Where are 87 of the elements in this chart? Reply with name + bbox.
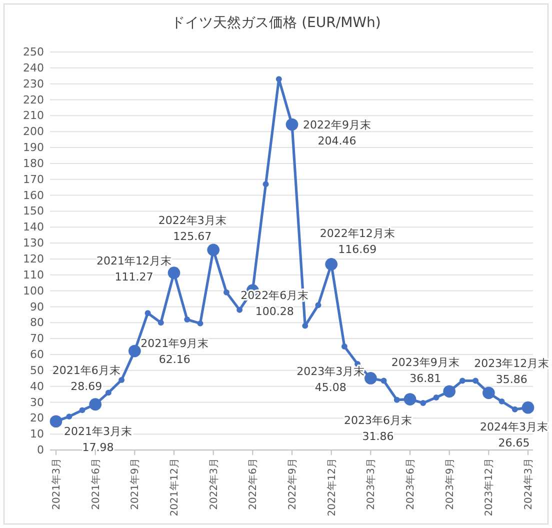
- x-tick-label: 2022年9月: [286, 458, 298, 510]
- annotation: 2024年3月末: [480, 420, 548, 434]
- y-tick-label: 0: [37, 444, 44, 457]
- data-label: 26.65: [498, 436, 530, 450]
- x-tick-label: 2023年9月: [444, 458, 456, 510]
- point: [158, 320, 164, 326]
- y-tick-label: 110: [23, 268, 44, 282]
- data-label: 204.46: [318, 134, 356, 148]
- y-tick-label: 180: [23, 156, 44, 170]
- point: [341, 344, 348, 350]
- x-tick-label: 2022年12月: [326, 458, 338, 516]
- point: [118, 376, 125, 383]
- data-label: 125.67: [173, 230, 212, 243]
- x-tick-label: 2021年9月: [129, 458, 142, 510]
- annotation: 2022年9月末: [303, 118, 371, 132]
- y-tick-label: 200: [23, 125, 44, 138]
- data-label: 17.98: [82, 441, 114, 454]
- annotation: 2021年9月末: [140, 336, 209, 350]
- point: [236, 306, 243, 313]
- point: [144, 310, 151, 316]
- point: [223, 289, 230, 296]
- data-label: 116.69: [338, 243, 377, 256]
- y-tick-label: 20: [30, 412, 44, 425]
- data-label: 31.86: [362, 430, 394, 444]
- y-tick-label: 150: [23, 204, 44, 218]
- point: [66, 414, 72, 420]
- y-tick-label: 230: [23, 77, 44, 90]
- point: [498, 398, 505, 404]
- annotation: 2021年12月末: [96, 254, 172, 268]
- x-tick-label: 2022年6月: [247, 458, 260, 510]
- y-tick-label: 220: [23, 93, 44, 106]
- x-tick-label: 2021年3月: [50, 458, 62, 510]
- data-label: 35.86: [496, 372, 528, 386]
- y-tick-label: 140: [23, 220, 44, 234]
- y-tick-label: 240: [23, 61, 44, 74]
- annotation: 2022年12月末: [320, 227, 395, 240]
- annotation: 2023年6月末: [344, 414, 412, 428]
- point: [262, 181, 269, 188]
- annotation: 2021年6月末: [52, 364, 120, 378]
- y-tick-label: 130: [23, 236, 44, 250]
- x-tick-label: 2023年3月: [365, 458, 378, 510]
- annotation: 2023年3月末: [296, 365, 365, 378]
- x-tick-label: 2023年6月: [404, 458, 416, 510]
- y-tick-label: 120: [23, 252, 44, 266]
- y-tick-label: 40: [30, 380, 44, 393]
- data-label: 62.16: [158, 352, 190, 366]
- annotation: 2023年9月末: [391, 356, 460, 370]
- chart-title: ドイツ天然ガス価格 (EUR/MWh): [171, 15, 381, 31]
- data-label: 28.69: [70, 380, 102, 394]
- annotation: 2023年12月末: [474, 356, 550, 370]
- y-tick-label: 70: [30, 332, 44, 346]
- point: [380, 378, 387, 384]
- x-tick-label: 2023年12月: [483, 458, 496, 516]
- annotation: 2021年3月末: [64, 425, 132, 438]
- point: [315, 302, 322, 308]
- data-label: 36.81: [410, 372, 442, 386]
- data-label: 100.28: [255, 305, 294, 318]
- data-label: 45.08: [314, 381, 346, 394]
- x-tick-label: 2021年6月: [90, 458, 102, 510]
- point: [472, 378, 479, 384]
- y-tick-label: 100: [23, 284, 44, 298]
- point: [512, 406, 518, 412]
- point: [197, 320, 204, 326]
- y-tick-label: 210: [23, 109, 44, 122]
- point: [420, 400, 426, 406]
- y-tick-label: 190: [23, 141, 44, 154]
- x-tick-label: 2024年3月: [522, 458, 534, 510]
- annotation: 2022年3月末: [158, 214, 226, 227]
- y-tick-label: 60: [30, 348, 44, 361]
- y-tick-label: 80: [30, 316, 44, 330]
- y-tick-label: 10: [30, 428, 44, 441]
- x-tick-label: 2022年3月: [208, 458, 220, 510]
- y-tick-label: 170: [23, 172, 44, 186]
- y-tick-label: 160: [23, 188, 44, 202]
- point: [433, 394, 440, 400]
- point: [79, 407, 86, 414]
- x-tick-label: 2021年12月: [168, 458, 180, 516]
- y-tick-label: 30: [30, 396, 44, 409]
- point: [105, 390, 112, 396]
- point: [302, 322, 308, 329]
- y-tick-label: 50: [30, 364, 44, 377]
- point: [394, 396, 400, 403]
- point: [184, 316, 190, 322]
- y-tick-label: 250: [23, 46, 44, 59]
- data-label: 111.27: [114, 270, 154, 284]
- y-tick-label: 90: [30, 300, 44, 314]
- point: [459, 378, 466, 384]
